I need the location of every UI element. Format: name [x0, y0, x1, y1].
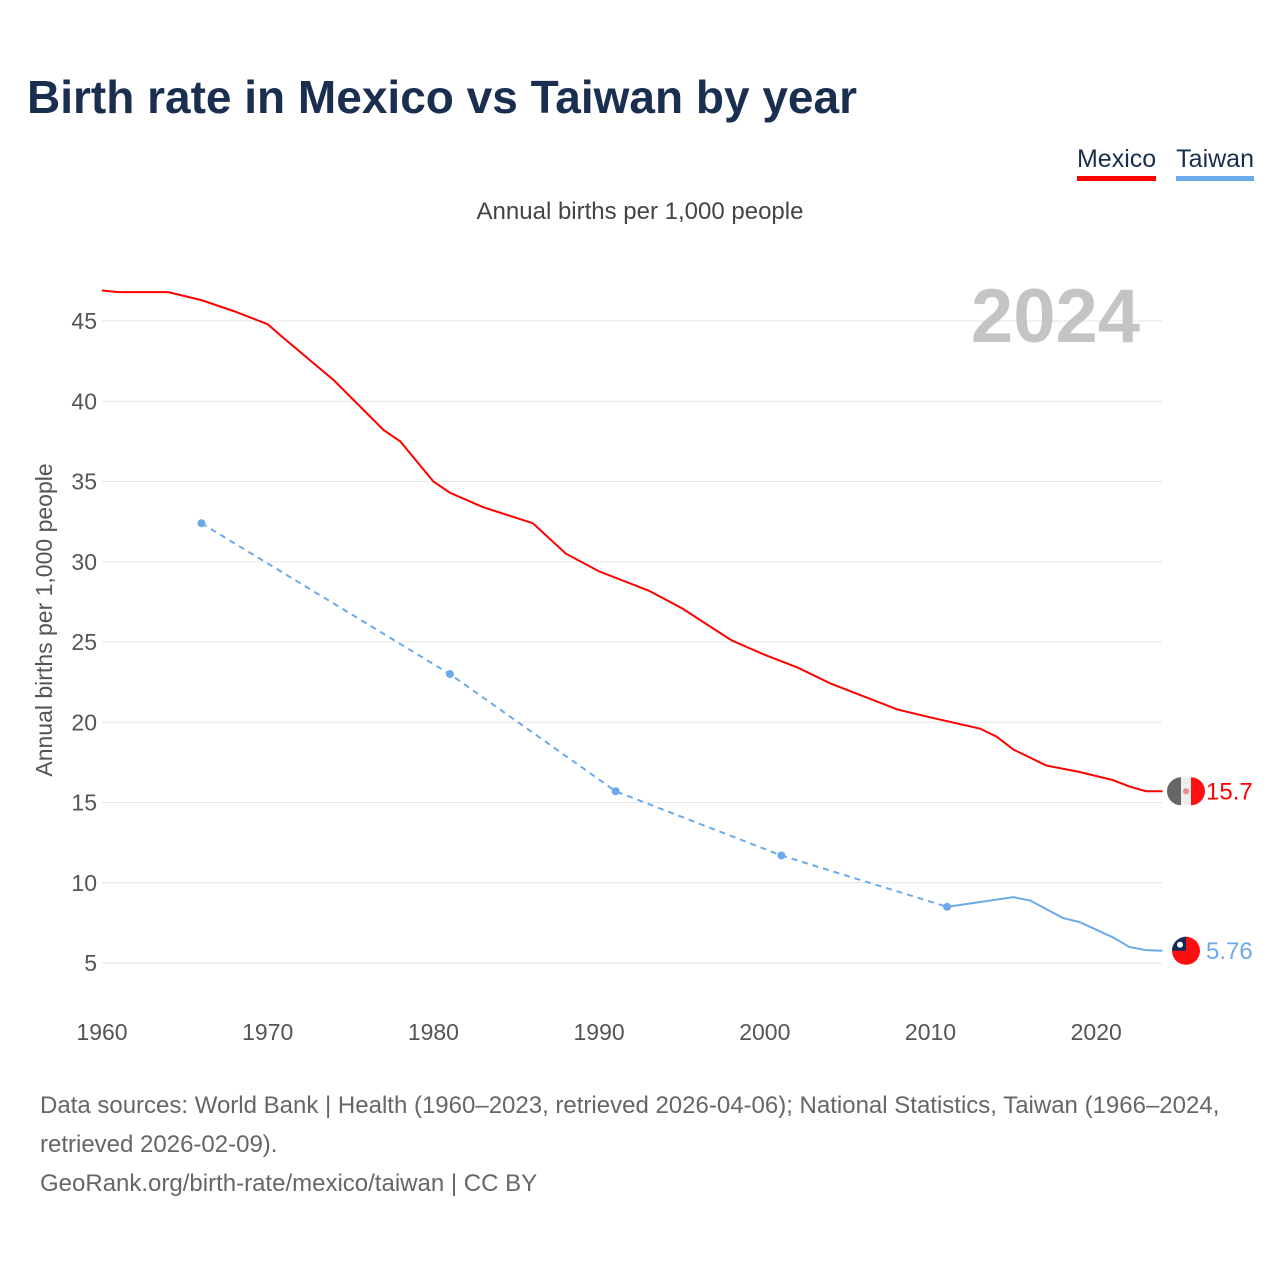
y-tick-label: 40: [71, 388, 97, 414]
y-axis-label: Annual births per 1,000 people: [31, 463, 57, 776]
y-tick-label: 15: [71, 790, 97, 816]
y-tick-label: 5: [84, 950, 97, 976]
y-tick-label: 20: [71, 709, 97, 735]
mexico-end-label: 15.7: [1206, 778, 1253, 805]
legend-taiwan[interactable]: Taiwan: [1176, 145, 1254, 181]
year-label: 2024: [971, 274, 1140, 359]
chart-title: Birth rate in Mexico vs Taiwan by year: [27, 71, 857, 123]
mexico-flag-emblem: [1183, 788, 1189, 795]
mexico-line: [101, 289, 1163, 793]
taiwan-dashed-line: [200, 522, 948, 908]
mexico-flag-red: [1191, 777, 1206, 806]
y-tick-label: 25: [71, 629, 97, 655]
taiwan-point: [445, 670, 454, 679]
x-tick-label: 2010: [905, 1019, 956, 1045]
x-tick-label: 1960: [76, 1019, 127, 1045]
taiwan-flag-sun: [1177, 941, 1183, 948]
y-tick-label: 45: [71, 308, 97, 334]
source-line-2[interactable]: GeoRank.org/birth-rate/mexico/taiwan | C…: [40, 1170, 538, 1197]
taiwan-line: [946, 896, 1163, 952]
y-tick-label: 35: [71, 469, 97, 495]
taiwan-point: [611, 787, 620, 796]
source-line-1: Data sources: World Bank | Health (1960–…: [40, 1092, 1220, 1158]
x-tick-label: 2020: [1071, 1019, 1122, 1045]
x-tick-label: 1990: [574, 1019, 625, 1045]
y-tick-label: 30: [71, 549, 97, 575]
x-tick-label: 1970: [242, 1019, 293, 1045]
y-tick-label: 10: [71, 870, 97, 896]
taiwan-end-label: 5.76: [1206, 938, 1253, 965]
mexico-flag-green: [1167, 777, 1181, 806]
source-note: Data sources: World Bank | Health (1960–…: [40, 1086, 1250, 1203]
taiwan-point: [777, 851, 786, 860]
x-tick-label: 1980: [408, 1019, 459, 1045]
taiwan-point: [197, 519, 206, 528]
x-tick-label: 2000: [739, 1019, 790, 1045]
chart-subtitle: Annual births per 1,000 people: [476, 198, 804, 225]
legend: Mexico Taiwan: [1076, 145, 1254, 181]
legend-mexico[interactable]: Mexico: [1076, 145, 1157, 181]
